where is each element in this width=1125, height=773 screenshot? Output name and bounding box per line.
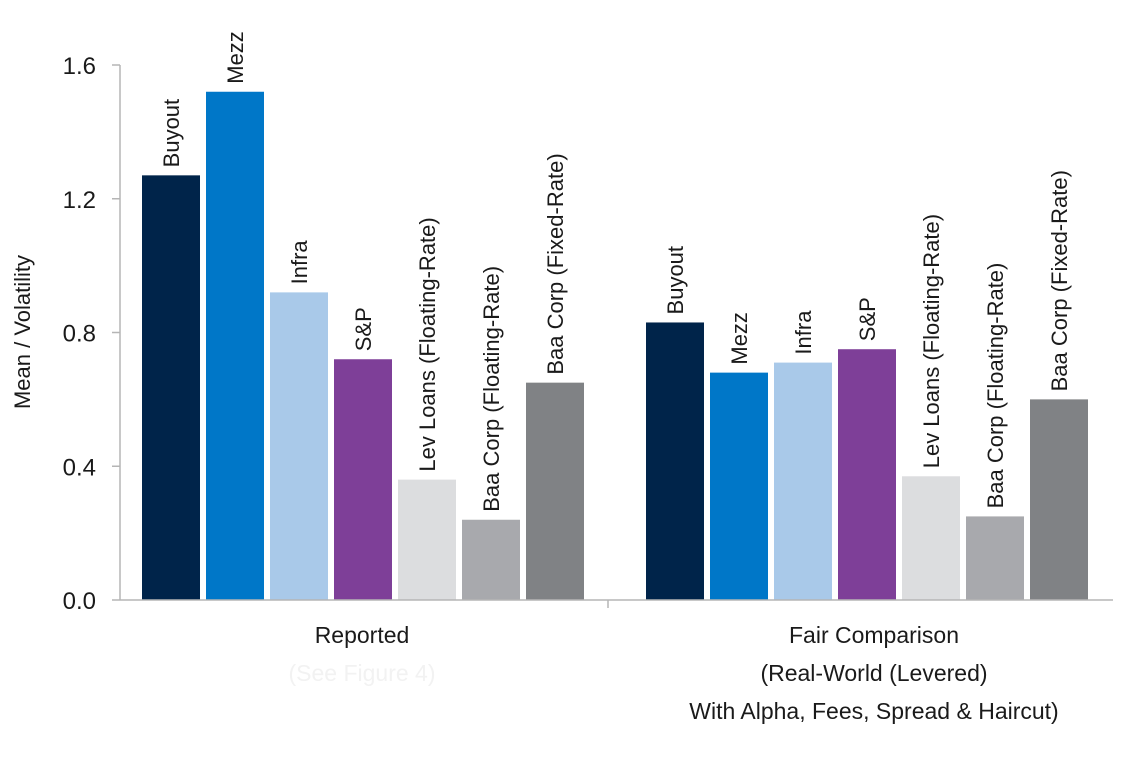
y-axis: 0.0 0.4 0.8 1.2 1.6 (63, 53, 120, 615)
group-label-line: Fair Comparison (789, 622, 959, 648)
y-tick-label: 1.2 (63, 187, 96, 214)
bar-label: Lev Loans (Floating-Rate) (919, 214, 944, 468)
y-tick-label: 1.6 (63, 53, 96, 80)
group-label-line: (Real-World (Levered) (760, 660, 987, 686)
bar-label: Baa Corp (Floating-Rate) (983, 263, 1008, 509)
bars: Buyout Mezz Infra S&P Lev Loans (Floating-Ra… (142, 31, 1088, 600)
bar-1-7 (526, 383, 584, 600)
bar-1-3 (270, 292, 328, 600)
bar-2-7 (1030, 399, 1088, 600)
bar-label: S&P (855, 297, 880, 341)
y-tick-label: 0.8 (63, 321, 96, 348)
bar-label: Mezz (223, 31, 248, 84)
bar-2-3 (774, 363, 832, 600)
y-tick-label: 0.0 (63, 588, 96, 615)
x-axis (120, 600, 1113, 608)
bar-label: S&P (351, 307, 376, 351)
bar-label: Buyout (159, 99, 184, 168)
bar-1-6 (462, 520, 520, 600)
bar-1-5 (398, 480, 456, 600)
bar-1-2 (206, 92, 264, 600)
bar-label: Infra (791, 310, 816, 355)
bar-1-4 (334, 359, 392, 600)
bar-label: Baa Corp (Floating-Rate) (479, 266, 504, 512)
bar-label: Mezz (727, 312, 752, 365)
bar-2-2 (710, 373, 768, 600)
group-label-line: With Alpha, Fees, Spread & Haircut) (689, 698, 1058, 724)
bar-1-1 (142, 175, 200, 600)
bar-2-5 (902, 476, 960, 600)
bar-label: Buyout (663, 246, 688, 315)
group-labels: Reported (See Figure 4) Fair Comparison (Re… (288, 622, 1058, 724)
bar-label: Baa Corp (Fixed-Rate) (1047, 170, 1072, 391)
bar-label: Infra (287, 240, 312, 285)
y-axis-title: Mean / Volatility (10, 255, 35, 409)
bar-label: Baa Corp (Fixed-Rate) (543, 153, 568, 374)
bar-2-4 (838, 349, 896, 600)
bar-2-1 (646, 322, 704, 600)
bar-label: Lev Loans (Floating-Rate) (415, 217, 440, 471)
y-tick-label: 0.4 (63, 454, 96, 481)
group-label-line: Reported (315, 622, 410, 648)
group-label-line: (See Figure 4) (288, 660, 435, 686)
bar-2-6 (966, 516, 1024, 600)
